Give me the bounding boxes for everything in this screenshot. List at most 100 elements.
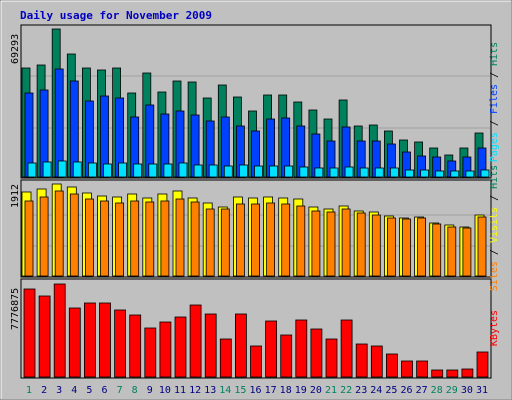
bar-pages-day-2: [42, 161, 52, 178]
bar-kbytes-day-12: [189, 304, 202, 378]
x-label-day-24: 24: [370, 385, 382, 396]
bar-kbytes-day-7: [114, 309, 126, 378]
bar-sites-day-25: [386, 217, 396, 277]
x-label-day-25: 25: [385, 385, 397, 396]
bar-kbytes-day-9: [144, 327, 157, 378]
bar-kbytes-day-30: [461, 368, 474, 378]
bar-kbytes-day-5: [84, 302, 96, 378]
legend-item-pages: Pages: [489, 132, 500, 162]
bar-pages-day-14: [223, 165, 233, 178]
bar-pages-day-11: [178, 162, 188, 178]
bar-pages-day-26: [405, 169, 414, 178]
x-label-day-9: 9: [147, 385, 153, 396]
bar-pages-day-31: [480, 169, 490, 178]
bar-pages-day-4: [72, 161, 82, 178]
bar-sites-day-7: [115, 202, 124, 277]
bar-pages-day-3: [57, 160, 67, 178]
bar-pages-day-25: [389, 167, 399, 178]
bar-sites-day-11: [175, 198, 185, 277]
legend-item-hits: Hits: [489, 42, 500, 66]
legend-visits-sites: Sites / Visits / Hits: [489, 165, 500, 291]
bar-sites-day-9: [145, 201, 155, 277]
bar-sites-day-19: [296, 205, 306, 277]
x-axis-labels: 1 2 3 4 5 6 7 8 9 10 11 12 13 14 15 16 17 18 19 20 21 22 23 24 2…: [26, 385, 488, 396]
bar-kbytes-day-1: [23, 288, 36, 378]
bar-kbytes-day-17: [265, 320, 278, 378]
bar-sites-day-28: [432, 223, 442, 277]
bar-pages-day-23: [359, 167, 369, 178]
x-label-day-27: 27: [416, 385, 428, 396]
ymax-label-kbytes: 7776875: [10, 288, 21, 330]
x-label-day-21: 21: [325, 385, 337, 396]
bar-sites-day-21: [326, 211, 336, 277]
bar-pages-day-17: [269, 165, 279, 178]
x-label-day-29: 29: [446, 385, 458, 396]
bar-sites-day-14: [220, 208, 230, 277]
bar-kbytes-day-3: [53, 283, 66, 378]
bar-sites-day-1: [24, 200, 34, 277]
ymax-label-hits: 69293: [10, 34, 21, 64]
bars: [21, 28, 490, 378]
x-label-day-23: 23: [355, 385, 367, 396]
bar-sites-day-3: [54, 190, 64, 277]
legend-item-visits: Visits: [489, 207, 500, 243]
bar-sites-day-22: [341, 208, 351, 277]
legends: Pages / Files / Hits Sites / Visits / Hit…: [489, 42, 500, 346]
x-label-day-7: 7: [117, 385, 123, 396]
legend-hits-files-pages: Pages / Files / Hits: [489, 42, 500, 162]
bar-sites-day-15: [235, 203, 245, 277]
bar-pages-day-5: [88, 162, 97, 178]
bar-pages-day-18: [284, 165, 294, 178]
bar-kbytes-day-25: [385, 353, 398, 378]
bar-kbytes-day-24: [370, 345, 383, 378]
bar-pages-day-27: [420, 169, 430, 178]
x-label-day-22: 22: [340, 385, 352, 396]
bar-pages-day-8: [133, 163, 143, 178]
bar-sites-day-31: [477, 216, 487, 277]
bar-sites-day-13: [205, 208, 215, 277]
x-label-day-18: 18: [280, 385, 292, 396]
bar-sites-day-30: [462, 227, 472, 277]
bar-pages-day-9: [148, 163, 158, 178]
bar-pages-day-22: [344, 166, 354, 178]
bar-kbytes-day-14: [219, 338, 232, 378]
legend-item-kbytes: KBytes: [489, 310, 500, 346]
bar-kbytes-day-22: [340, 319, 353, 378]
x-label-day-31: 31: [476, 385, 488, 396]
bar-kbytes-day-29: [446, 369, 459, 378]
bar-pages-day-28: [435, 170, 445, 178]
bar-sites-day-16: [251, 203, 260, 277]
x-label-day-12: 12: [189, 385, 201, 396]
bar-pages-day-19: [299, 166, 309, 178]
legend-item-sites: Sites: [489, 261, 500, 291]
bar-pages-day-20: [314, 167, 324, 178]
bar-sites-day-26: [402, 218, 411, 277]
bar-kbytes-day-18: [280, 334, 293, 378]
bar-pages-day-16: [254, 165, 263, 178]
bar-sites-day-5: [85, 198, 94, 277]
bar-sites-day-29: [447, 226, 457, 277]
bar-pages-day-1: [27, 162, 37, 178]
x-label-day-2: 2: [41, 385, 47, 396]
x-label-day-26: 26: [400, 385, 412, 396]
x-label-day-13: 13: [204, 385, 216, 396]
bar-kbytes-day-13: [204, 313, 217, 378]
bar-sites-day-10: [160, 200, 170, 277]
bar-kbytes-day-19: [295, 319, 308, 378]
legend-kbytes: KBytes: [489, 310, 500, 346]
x-label-day-28: 28: [431, 385, 443, 396]
x-label-day-15: 15: [234, 385, 246, 396]
bar-pages-day-10: [163, 163, 173, 178]
bar-kbytes-day-10: [159, 321, 172, 378]
x-label-day-14: 14: [219, 385, 231, 396]
x-label-day-3: 3: [56, 385, 62, 396]
bar-sites-day-4: [69, 193, 79, 277]
bar-sites-day-20: [311, 210, 321, 277]
bar-sites-day-18: [281, 203, 291, 277]
bar-kbytes-day-11: [174, 316, 187, 378]
bar-pages-day-15: [238, 164, 248, 178]
x-label-day-5: 5: [86, 385, 92, 396]
bar-sites-day-17: [266, 202, 276, 277]
bar-sites-day-27: [417, 217, 427, 277]
